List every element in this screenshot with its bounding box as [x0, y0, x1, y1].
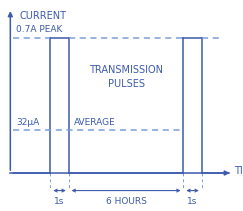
Text: TRANSMISSION
PULSES: TRANSMISSION PULSES	[89, 65, 163, 89]
Text: 32μA: 32μA	[16, 118, 39, 127]
Text: CURRENT: CURRENT	[19, 11, 66, 21]
Text: 1s: 1s	[54, 197, 65, 206]
Text: AVERAGE: AVERAGE	[74, 118, 116, 127]
Text: 1s: 1s	[187, 197, 198, 206]
Text: 6 HOURS: 6 HOURS	[106, 197, 147, 206]
Text: TIME: TIME	[234, 166, 243, 176]
Text: 0.7A PEAK: 0.7A PEAK	[16, 25, 62, 34]
